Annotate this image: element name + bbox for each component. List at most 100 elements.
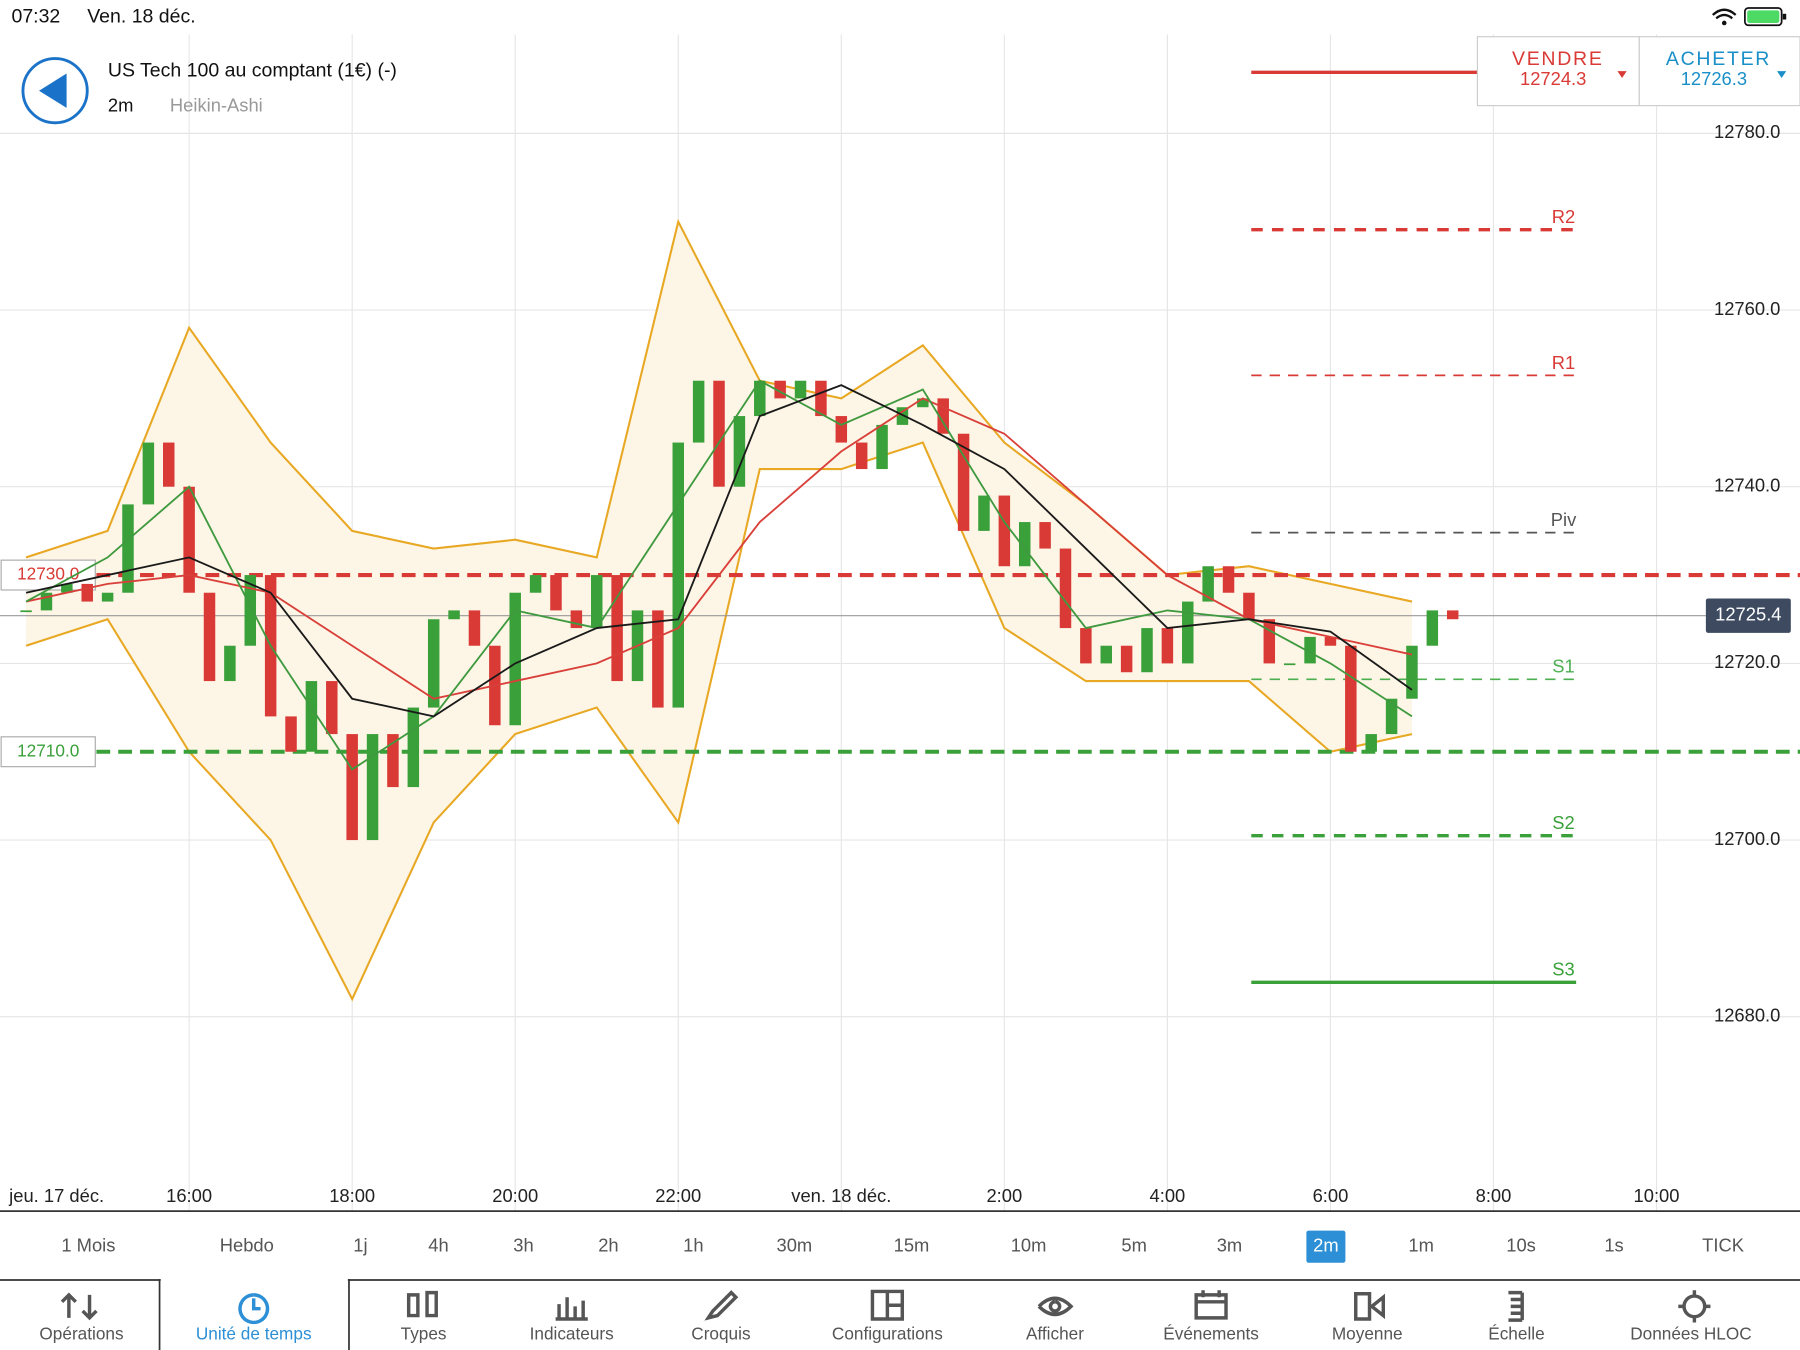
candle xyxy=(224,645,236,682)
candle xyxy=(1039,522,1051,549)
candle xyxy=(203,592,216,682)
toolbar-button[interactable]: Types xyxy=(401,1324,447,1344)
x-tick-label: 8:00 xyxy=(1476,1185,1512,1206)
toolbar-button[interactable]: Moyenne xyxy=(1332,1324,1403,1344)
timeframe-option[interactable]: 15m xyxy=(894,1235,930,1256)
candle xyxy=(815,380,827,417)
last-price-box xyxy=(1705,598,1791,633)
toolbar-button[interactable]: Unité de temps xyxy=(196,1324,312,1344)
y-tick-label: 12700.0 xyxy=(1714,828,1780,849)
sell-price: 12724.3 xyxy=(1520,68,1586,89)
buy-button[interactable]: ACHETER 12726.3 xyxy=(1638,36,1800,107)
candle xyxy=(794,380,807,399)
sell-label: VENDRE xyxy=(1512,48,1604,70)
tab-mask xyxy=(160,1277,348,1283)
timeframe-option[interactable]: 1m xyxy=(1408,1235,1434,1256)
candle xyxy=(550,575,562,611)
alert-box[interactable] xyxy=(0,736,96,768)
toolbar-icon xyxy=(1508,1290,1524,1322)
toolbar-icon xyxy=(870,1289,905,1321)
candle xyxy=(346,734,358,841)
alert-box[interactable] xyxy=(0,559,96,591)
toolbar: Opérations Unité de temps Types Indicateurs… xyxy=(0,1277,1800,1350)
timeframe-option[interactable]: 4h xyxy=(428,1235,448,1256)
candle xyxy=(896,407,909,425)
candle xyxy=(1324,636,1337,646)
timeframe-option[interactable]: 3h xyxy=(513,1235,533,1256)
candle xyxy=(1446,610,1459,620)
timeframe-option[interactable]: 1 Mois xyxy=(61,1235,115,1256)
candle xyxy=(1222,566,1235,593)
toolbar-button[interactable]: Afficher xyxy=(1026,1324,1084,1344)
x-tick-label: 6:00 xyxy=(1313,1185,1349,1206)
toolbar-button[interactable]: Croquis xyxy=(691,1324,750,1344)
timeframe-option[interactable]: 10m xyxy=(1011,1235,1047,1256)
status-icons xyxy=(1711,7,1787,27)
timeframe-option[interactable]: 10s xyxy=(1506,1235,1536,1256)
timeframe-option[interactable]: 30m xyxy=(777,1235,813,1256)
candle xyxy=(387,734,399,788)
candle xyxy=(101,592,114,602)
x-tick-label: 10:00 xyxy=(1634,1185,1680,1206)
toolbar-icon xyxy=(1194,1290,1228,1320)
moving-average xyxy=(25,397,1413,700)
candle xyxy=(163,442,175,487)
instrument-title: US Tech 100 au comptant (1€) (-) xyxy=(108,59,397,81)
timeframe-option[interactable]: TICK xyxy=(1702,1235,1745,1256)
x-tick-label: 22:00 xyxy=(655,1185,701,1206)
toolbar-icon xyxy=(60,1292,98,1321)
candle xyxy=(1182,601,1194,664)
moving-average xyxy=(25,379,1413,771)
toolbar-button[interactable]: Configurations xyxy=(832,1324,943,1344)
candle xyxy=(835,416,848,443)
candle xyxy=(998,495,1011,567)
back-button[interactable] xyxy=(21,57,89,125)
timeframe-option[interactable]: 1h xyxy=(683,1235,703,1256)
last-price-label: 12725.4 xyxy=(1715,604,1781,625)
timeframe-option[interactable]: Hebdo xyxy=(220,1235,274,1256)
candle xyxy=(1243,592,1255,620)
x-tick-label: 20:00 xyxy=(492,1185,538,1206)
candle xyxy=(611,575,623,682)
candle xyxy=(855,442,868,470)
y-tick-label: 12780.0 xyxy=(1714,121,1780,142)
candle xyxy=(427,619,440,708)
alert-label: 12710.0 xyxy=(17,740,79,760)
timeframe-option[interactable]: 3m xyxy=(1217,1235,1243,1256)
timeframe-option[interactable]: 1j xyxy=(353,1235,367,1256)
candle xyxy=(774,380,786,399)
candle xyxy=(1345,645,1357,752)
candle xyxy=(1202,566,1214,602)
sell-button[interactable]: VENDRE 12724.3 xyxy=(1476,36,1640,107)
candle xyxy=(978,495,990,531)
status-date: Ven. 18 déc. xyxy=(87,5,195,27)
candle xyxy=(1100,645,1112,664)
chart-style: Heikin-Ashi xyxy=(170,95,263,116)
timeframe-option[interactable]: 2h xyxy=(598,1235,618,1256)
candle xyxy=(937,398,949,434)
toolbar-icon xyxy=(704,1290,739,1321)
timeframe-option[interactable]: 2m xyxy=(1313,1235,1339,1256)
toolbar-button[interactable]: Échelle xyxy=(1488,1324,1544,1344)
toolbar-button[interactable]: Opérations xyxy=(39,1324,123,1344)
timeframe-option[interactable]: 1s xyxy=(1604,1235,1623,1256)
candle xyxy=(305,681,318,752)
candle xyxy=(917,398,929,408)
status-time: 07:32 xyxy=(11,5,60,27)
toolbar-button[interactable]: Données HLOC xyxy=(1630,1324,1751,1344)
toolbar-button[interactable]: Indicateurs xyxy=(530,1324,614,1344)
toolbar-button[interactable]: Événements xyxy=(1163,1324,1259,1344)
pivot-label: R2 xyxy=(1552,206,1575,227)
band-lower xyxy=(25,441,1413,1002)
candle xyxy=(1385,698,1398,735)
candle xyxy=(20,610,32,613)
candle xyxy=(713,380,725,487)
candle xyxy=(570,610,583,629)
candle xyxy=(81,583,93,602)
candle xyxy=(40,592,53,611)
candle xyxy=(1080,628,1092,664)
toolbar-icon xyxy=(1354,1292,1386,1321)
buy-label: ACHETER xyxy=(1666,48,1771,70)
timeframe-option[interactable]: 5m xyxy=(1121,1235,1147,1256)
